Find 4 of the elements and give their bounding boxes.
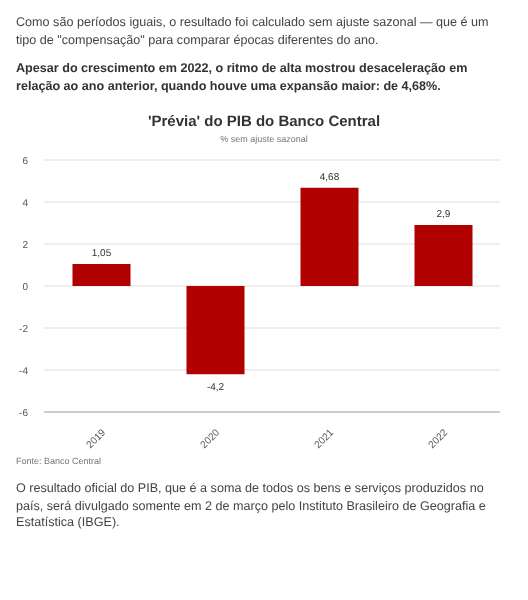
bar [72, 263, 131, 286]
bar [414, 225, 473, 286]
bar [186, 286, 245, 375]
bar [300, 187, 359, 286]
